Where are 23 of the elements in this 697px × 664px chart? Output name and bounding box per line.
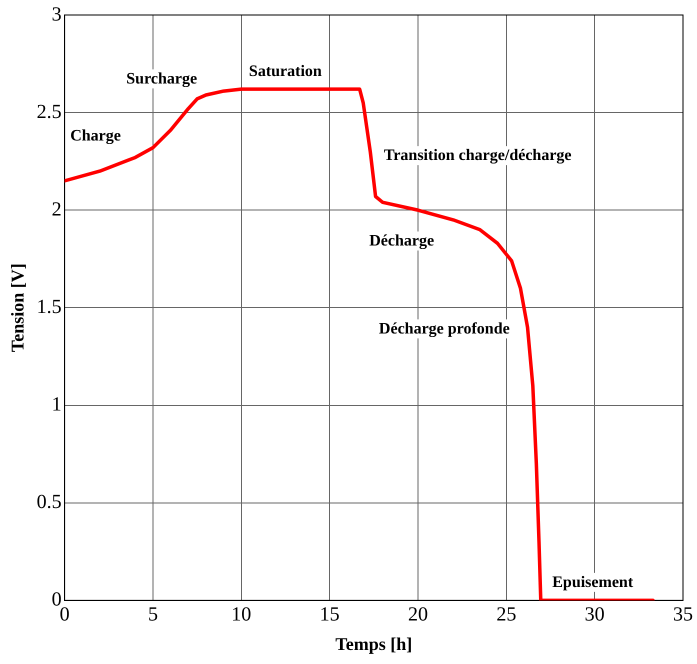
- annotation: Décharge: [369, 232, 434, 250]
- y-tick-label: 2: [52, 198, 62, 220]
- annotation: Transition charge/décharge: [384, 147, 572, 164]
- y-tick-label: 0.5: [36, 491, 62, 514]
- y-tick-label: 0: [52, 588, 62, 611]
- x-tick-label: 15: [320, 604, 340, 626]
- x-tick-label: 35: [673, 604, 693, 626]
- y-axis-title: Tension [V]: [7, 263, 28, 352]
- x-tick-label: 10: [231, 604, 252, 626]
- x-tick-label: 25: [496, 604, 516, 626]
- x-tick-label: 20: [408, 604, 428, 626]
- annotation: Surcharge: [126, 70, 198, 88]
- y-tick-label: 3: [52, 3, 62, 26]
- annotation: Décharge profonde: [378, 320, 510, 338]
- y-tick-label: 2.5: [36, 100, 62, 123]
- x-axis-title: Temps [h]: [335, 634, 412, 654]
- annotation: Epuisement: [552, 574, 634, 591]
- x-tick-label: 5: [148, 604, 158, 626]
- annotation: Saturation: [248, 62, 322, 80]
- annotation: Charge: [70, 127, 121, 144]
- y-tick-label: 1.5: [36, 296, 62, 318]
- x-tick-label: 30: [584, 604, 605, 626]
- y-tick-label: 1: [52, 394, 62, 416]
